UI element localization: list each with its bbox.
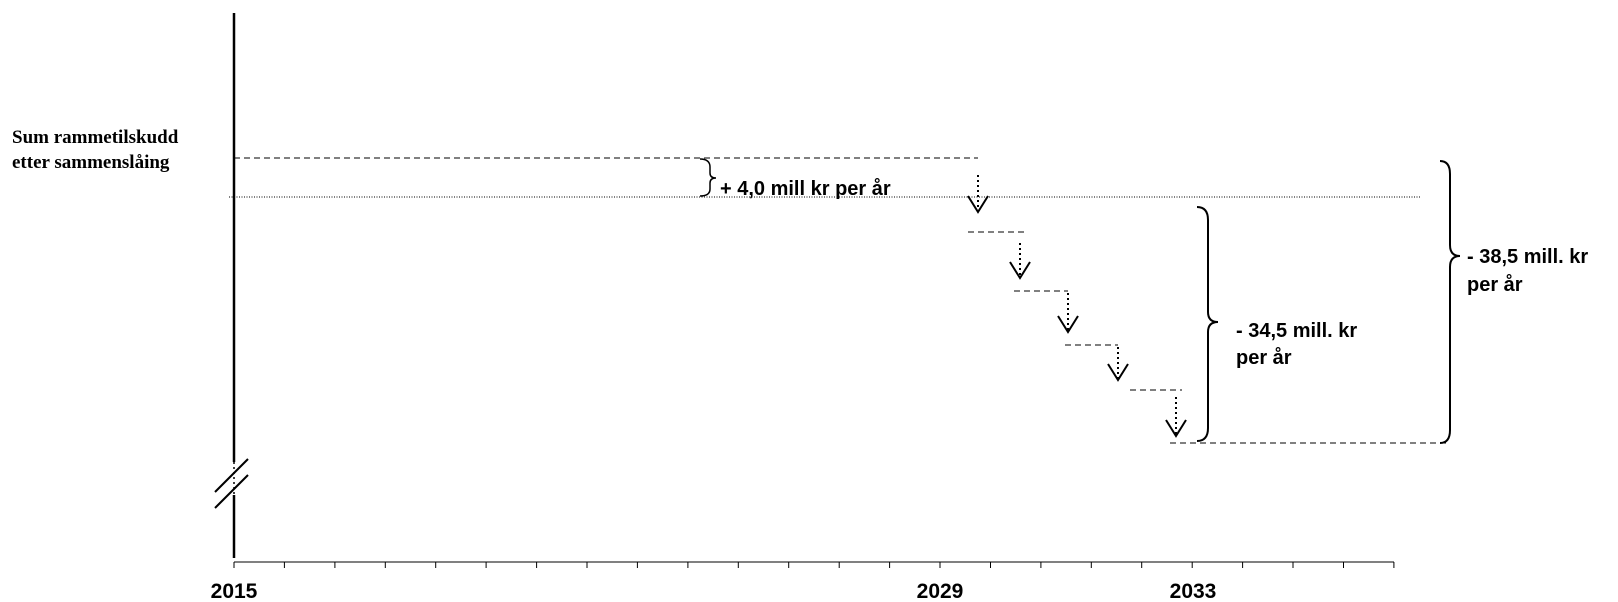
step-arrow-head xyxy=(1057,315,1079,334)
total-label-line-2: per år xyxy=(1467,273,1523,296)
tick-label-2029: 2029 xyxy=(917,580,964,602)
step-total-brace xyxy=(1196,206,1219,442)
increase-label: + 4,0 mill kr per år xyxy=(720,177,891,200)
axis-break-slash-1 xyxy=(214,458,249,493)
axis-break-slash-2 xyxy=(214,474,249,509)
increase-brace xyxy=(699,158,717,197)
left-label-line-1: Sum rammetilskudd xyxy=(12,127,179,148)
tick-label-2033: 2033 xyxy=(1170,580,1217,602)
step-arrow-head xyxy=(1165,419,1187,438)
step-arrow-head xyxy=(1107,363,1129,382)
left-label-line-2: etter sammenslåing xyxy=(12,152,170,173)
total-brace xyxy=(1439,160,1461,444)
step-arrow-head xyxy=(967,195,989,214)
x-axis-ticks xyxy=(233,562,1395,568)
tick-label-2015: 2015 xyxy=(211,580,258,602)
step-total-label-line-1: - 34,5 mill. kr xyxy=(1236,320,1357,342)
step-down-group xyxy=(967,175,1187,438)
step-total-label-line-2: per år xyxy=(1236,346,1292,369)
total-label-line-1: - 38,5 mill. kr xyxy=(1467,246,1588,268)
step-arrow-head xyxy=(1009,261,1031,280)
